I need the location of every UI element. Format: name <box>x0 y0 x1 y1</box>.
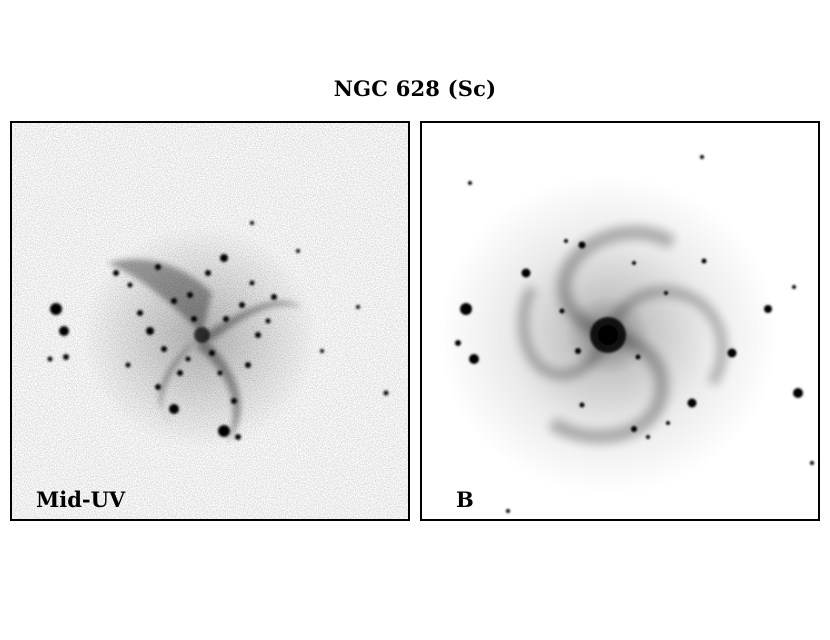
mid-uv-panel: Mid-UV <box>10 121 410 521</box>
mid-uv-galaxy-image <box>12 123 408 519</box>
b-band-galaxy-image <box>438 155 814 513</box>
mid-uv-label: Mid-UV <box>36 487 126 512</box>
b-band-panel: B <box>420 121 820 521</box>
b-band-label: B <box>456 487 474 512</box>
figure-title: NGC 628 (Sc) <box>333 76 497 101</box>
